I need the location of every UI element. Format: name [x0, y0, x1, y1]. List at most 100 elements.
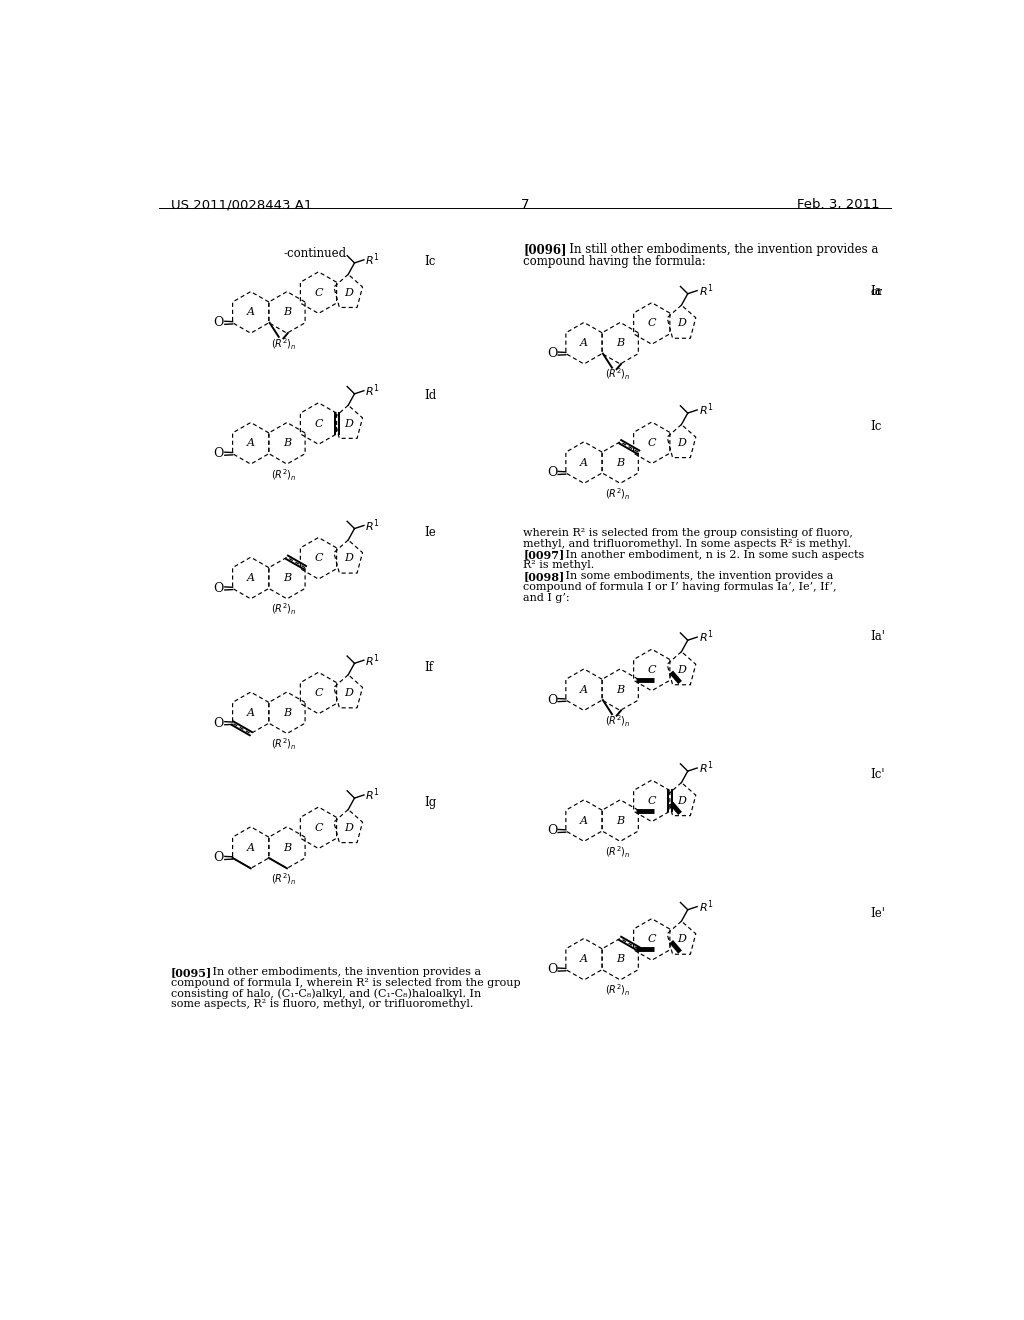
- Text: or: or: [870, 286, 883, 297]
- Text: A: A: [580, 954, 588, 964]
- Text: D: D: [677, 935, 686, 944]
- Text: A: A: [580, 816, 588, 825]
- Text: compound of formula I or I’ having formulas Ia’, Ie’, If’,: compound of formula I or I’ having formu…: [523, 582, 837, 591]
- Text: D: D: [344, 688, 352, 698]
- Text: and I g’:: and I g’:: [523, 593, 570, 603]
- Text: R² is methyl.: R² is methyl.: [523, 561, 595, 570]
- Text: Ia: Ia: [870, 285, 883, 298]
- Text: O: O: [214, 317, 224, 329]
- Text: $R^1$: $R^1$: [698, 282, 714, 298]
- Text: [0097]: [0097]: [523, 549, 564, 561]
- Text: Ic: Ic: [870, 420, 882, 433]
- Text: In other embodiments, the invention provides a: In other embodiments, the invention prov…: [203, 966, 481, 977]
- Text: Feb. 3, 2011: Feb. 3, 2011: [797, 198, 880, 211]
- Text: O: O: [547, 693, 557, 706]
- Text: O: O: [214, 851, 224, 865]
- Text: A: A: [247, 573, 255, 583]
- Text: Ie: Ie: [424, 527, 436, 540]
- Text: Ic': Ic': [870, 768, 885, 781]
- Text: $R^1$: $R^1$: [698, 628, 714, 645]
- Text: compound of formula I, wherein R² is selected from the group: compound of formula I, wherein R² is sel…: [171, 978, 520, 987]
- Text: A: A: [247, 842, 255, 853]
- Text: $(R^2)_n$: $(R^2)_n$: [604, 983, 631, 998]
- Text: B: B: [616, 458, 625, 467]
- Text: 7: 7: [520, 198, 529, 211]
- Text: -continued: -continued: [283, 247, 346, 260]
- Text: B: B: [283, 573, 291, 583]
- Text: D: D: [677, 438, 686, 447]
- Text: C: C: [647, 665, 656, 675]
- Text: $(R^2)_n$: $(R^2)_n$: [271, 467, 297, 483]
- Text: D: D: [677, 796, 686, 805]
- Text: A: A: [247, 708, 255, 718]
- Text: D: D: [344, 553, 352, 564]
- Text: D: D: [344, 288, 352, 297]
- Text: $R^1$: $R^1$: [698, 760, 714, 776]
- Text: A: A: [247, 438, 255, 449]
- Text: C: C: [314, 822, 323, 833]
- Text: $(R^2)_n$: $(R^2)_n$: [604, 367, 631, 383]
- Text: $R^1$: $R^1$: [366, 787, 380, 804]
- Text: C: C: [314, 553, 323, 564]
- Text: $(R^2)_n$: $(R^2)_n$: [271, 737, 297, 752]
- Text: $R^1$: $R^1$: [698, 899, 714, 915]
- Text: Ia': Ia': [870, 630, 886, 643]
- Text: compound having the formula:: compound having the formula:: [523, 256, 706, 268]
- Text: In another embodiment, n is 2. In some such aspects: In another embodiment, n is 2. In some s…: [555, 549, 864, 560]
- Text: O: O: [547, 825, 557, 837]
- Text: B: B: [616, 954, 625, 964]
- Text: C: C: [314, 688, 323, 698]
- Text: [0096]: [0096]: [523, 243, 566, 256]
- Text: $(R^2)_n$: $(R^2)_n$: [604, 487, 631, 502]
- Text: If: If: [424, 661, 433, 675]
- Text: B: B: [616, 816, 625, 825]
- Text: US 2011/0028443 A1: US 2011/0028443 A1: [171, 198, 312, 211]
- Text: A: A: [247, 308, 255, 317]
- Text: [0095]: [0095]: [171, 966, 212, 978]
- Text: [0098]: [0098]: [523, 572, 564, 582]
- Text: B: B: [283, 708, 291, 718]
- Text: Ie': Ie': [870, 907, 886, 920]
- Text: B: B: [616, 685, 625, 694]
- Text: $(R^2)_n$: $(R^2)_n$: [271, 337, 297, 351]
- Text: consisting of halo, (C₁-C₈)alkyl, and (C₁-C₈)haloalkyl. In: consisting of halo, (C₁-C₈)alkyl, and (C…: [171, 989, 481, 999]
- Text: D: D: [344, 822, 352, 833]
- Text: C: C: [647, 318, 656, 329]
- Text: C: C: [647, 935, 656, 944]
- Text: $R^1$: $R^1$: [366, 252, 380, 268]
- Text: C: C: [647, 796, 656, 805]
- Text: O: O: [214, 447, 224, 461]
- Text: $(R^2)_n$: $(R^2)_n$: [604, 845, 631, 859]
- Text: In some embodiments, the invention provides a: In some embodiments, the invention provi…: [555, 572, 834, 581]
- Text: B: B: [616, 338, 625, 348]
- Text: D: D: [677, 318, 686, 329]
- Text: Ig: Ig: [424, 796, 436, 809]
- Text: O: O: [547, 466, 557, 479]
- Text: $(R^2)_n$: $(R^2)_n$: [271, 602, 297, 618]
- Text: O: O: [214, 582, 224, 595]
- Text: Id: Id: [424, 389, 436, 403]
- Text: $(R^2)_n$: $(R^2)_n$: [604, 714, 631, 729]
- Text: $R^1$: $R^1$: [366, 652, 380, 668]
- Text: $R^1$: $R^1$: [366, 517, 380, 533]
- Text: B: B: [283, 842, 291, 853]
- Text: $(R^2)_n$: $(R^2)_n$: [271, 871, 297, 887]
- Text: some aspects, R² is fluoro, methyl, or trifluoromethyl.: some aspects, R² is fluoro, methyl, or t…: [171, 999, 473, 1010]
- Text: B: B: [283, 438, 291, 449]
- Text: O: O: [214, 717, 224, 730]
- Text: In still other embodiments, the invention provides a: In still other embodiments, the inventio…: [558, 243, 879, 256]
- Text: O: O: [547, 347, 557, 360]
- Text: D: D: [677, 665, 686, 675]
- Text: A: A: [580, 338, 588, 348]
- Text: methyl, and trifluoromethyl. In some aspects R² is methyl.: methyl, and trifluoromethyl. In some asp…: [523, 539, 851, 549]
- Text: $R^1$: $R^1$: [366, 383, 380, 399]
- Text: A: A: [580, 458, 588, 467]
- Text: D: D: [344, 418, 352, 429]
- Text: A: A: [580, 685, 588, 694]
- Text: Ic: Ic: [424, 255, 435, 268]
- Text: C: C: [314, 418, 323, 429]
- Text: C: C: [647, 438, 656, 447]
- Text: wherein R² is selected from the group consisting of fluoro,: wherein R² is selected from the group co…: [523, 528, 853, 539]
- Text: B: B: [283, 308, 291, 317]
- Text: $R^1$: $R^1$: [698, 401, 714, 418]
